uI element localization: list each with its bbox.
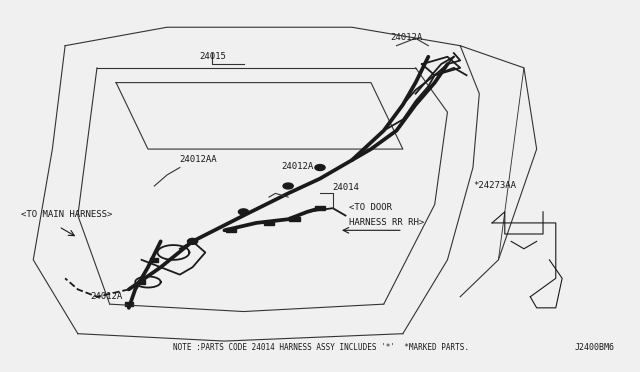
Bar [264,221,274,225]
Text: NOTE :PARTS CODE 24014 HARNESS ASSY INCLUDES '*'  *MARKED PARTS.: NOTE :PARTS CODE 24014 HARNESS ASSY INCL… [173,343,469,352]
Text: 24012A: 24012A [390,33,422,42]
Circle shape [239,209,248,215]
Bar [150,258,158,262]
Text: 24014: 24014 [333,183,360,192]
Text: 24012A: 24012A [91,292,123,301]
Text: 24012A: 24012A [282,163,314,171]
Bar [138,280,145,284]
Bar [125,302,132,307]
Text: 24012AA: 24012AA [180,155,218,164]
Bar [315,206,325,210]
Text: *24273AA: *24273AA [473,181,516,190]
Text: <TO DOOR: <TO DOOR [349,203,392,212]
Circle shape [188,238,198,244]
Text: 24015: 24015 [199,52,226,61]
Text: J2400BM6: J2400BM6 [575,343,615,352]
Bar [226,228,236,232]
Circle shape [315,164,325,170]
Text: <TO MAIN HARNESS>: <TO MAIN HARNESS> [20,211,112,219]
Circle shape [283,183,293,189]
Bar [289,217,300,221]
Text: HARNESS RR RH>: HARNESS RR RH> [349,218,424,227]
